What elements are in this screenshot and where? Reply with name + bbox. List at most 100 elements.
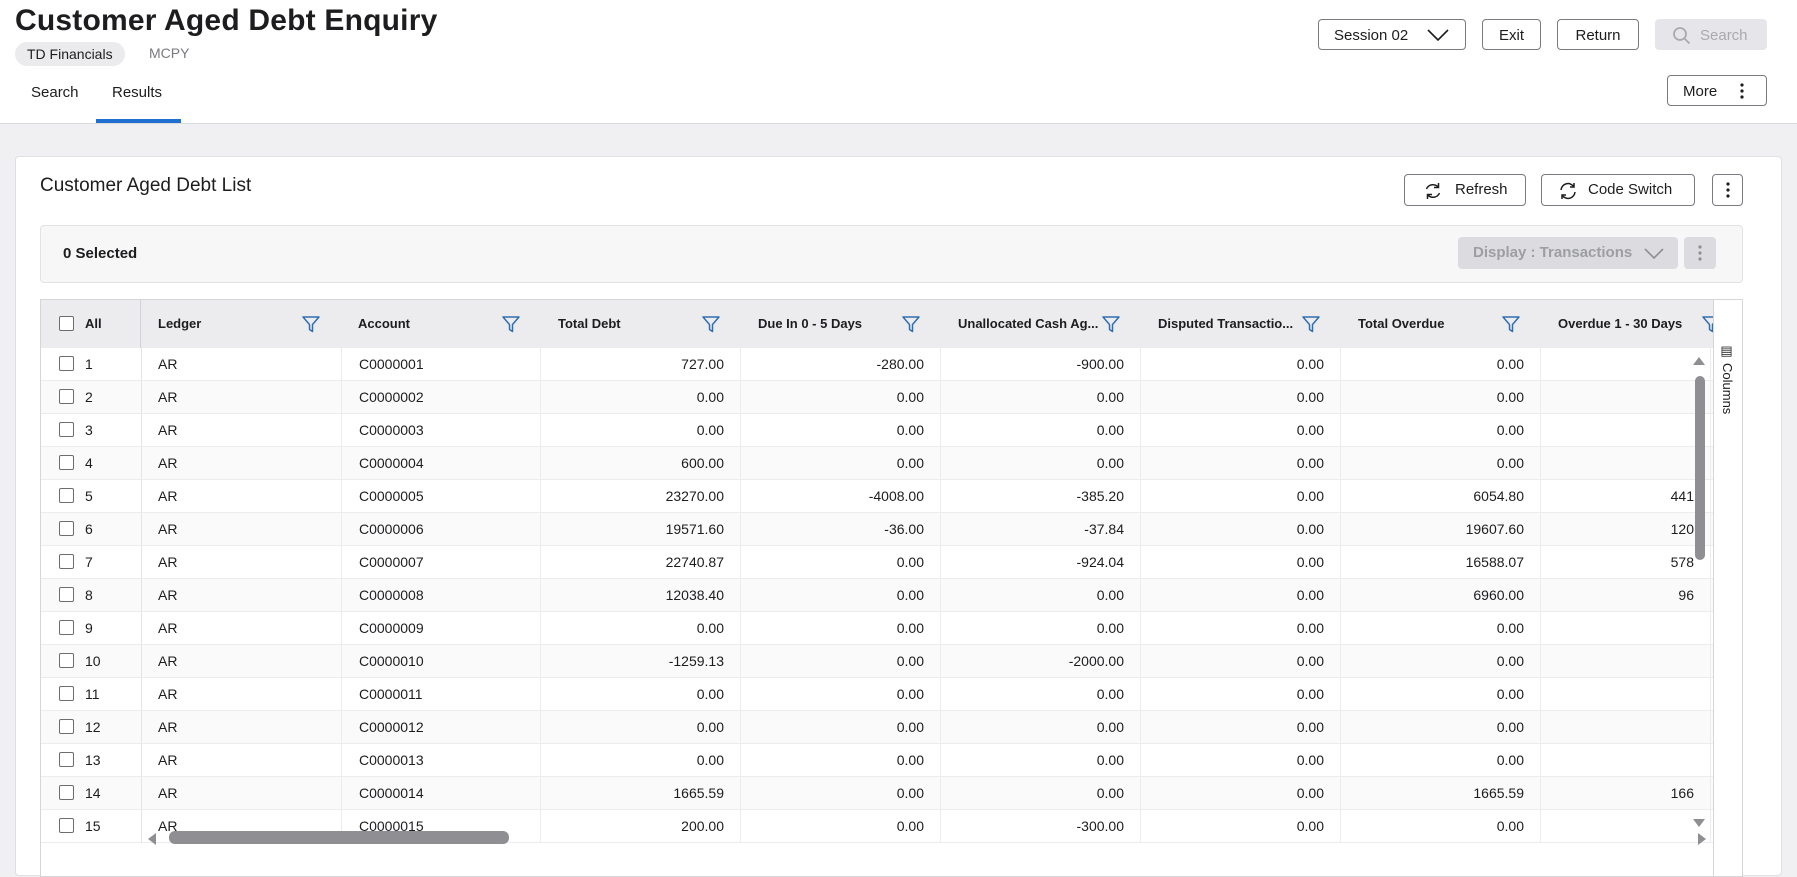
row-number: 10: [85, 653, 101, 669]
cell-total-overdue: 0.00: [1341, 711, 1541, 743]
col-header-ledger[interactable]: Ledger: [141, 300, 341, 348]
panel-options-button[interactable]: [1712, 174, 1743, 206]
row-checkbox[interactable]: [59, 422, 74, 437]
cell-total-overdue: 0.00: [1341, 447, 1541, 479]
code-switch-button[interactable]: Code Switch: [1541, 174, 1695, 206]
cell-account: C0000014: [341, 777, 541, 809]
row-divider: [141, 711, 142, 743]
cell-overdue-1-30: [1541, 711, 1711, 743]
cell-disputed: 0.00: [1141, 612, 1341, 644]
table-row[interactable]: 5 AR C0000005 23270.00 -4008.00 -385.20 0.00 60…: [41, 480, 1713, 513]
scroll-left-icon[interactable]: [147, 832, 157, 846]
cell-disputed: 0.00: [1141, 645, 1341, 677]
table-row[interactable]: 2 AR C0000002 0.00 0.00 0.00 0.00 0.00: [41, 381, 1713, 414]
row-checkbox[interactable]: [59, 488, 74, 503]
more-button[interactable]: More: [1667, 75, 1767, 106]
scroll-right-icon[interactable]: [1697, 832, 1707, 846]
exit-button[interactable]: Exit: [1482, 19, 1541, 50]
table-row[interactable]: 1 AR C0000001 727.00 -280.00 -900.00 0.00 0.00: [41, 348, 1713, 381]
row-number: 6: [85, 521, 93, 537]
selection-options-button[interactable]: [1684, 237, 1716, 269]
vertical-scrollbar-thumb[interactable]: [1695, 376, 1705, 560]
cell-disputed: 0.00: [1141, 711, 1341, 743]
row-checkbox[interactable]: [59, 554, 74, 569]
filter-icon[interactable]: [501, 314, 521, 334]
filter-icon[interactable]: [1501, 314, 1521, 334]
cell-total-overdue: 19607.60: [1341, 513, 1541, 545]
select-all-label: All: [85, 316, 102, 331]
table-row[interactable]: 9 AR C0000009 0.00 0.00 0.00 0.00 0.00: [41, 612, 1713, 645]
col-header-total-debt[interactable]: Total Debt: [541, 300, 741, 348]
row-checkbox[interactable]: [59, 686, 74, 701]
row-divider: [141, 612, 142, 644]
row-checkbox[interactable]: [59, 587, 74, 602]
session-select[interactable]: Session 02: [1318, 19, 1466, 50]
grid-header: All Ledger Account Total Debt Due In 0 -…: [41, 300, 1720, 349]
cell-account: C0000015: [341, 810, 541, 842]
row-checkbox[interactable]: [59, 620, 74, 635]
cell-ledger: AR: [158, 620, 178, 636]
row-number: 7: [85, 554, 93, 570]
search-button[interactable]: Search: [1655, 19, 1767, 50]
col-header-disputed[interactable]: Disputed Transactio...: [1141, 300, 1341, 348]
row-checkbox[interactable]: [59, 818, 74, 833]
tab-search[interactable]: Search: [31, 84, 79, 101]
row-checkbox[interactable]: [59, 719, 74, 734]
col-header-label: Total Overdue: [1358, 316, 1445, 331]
cell-total-debt: 12038.40: [541, 579, 741, 611]
horizontal-scrollbar-thumb[interactable]: [169, 831, 509, 844]
cell-disputed: 0.00: [1141, 414, 1341, 446]
cell-total-debt: -1259.13: [541, 645, 741, 677]
table-row[interactable]: 6 AR C0000006 19571.60 -36.00 -37.84 0.00 19607…: [41, 513, 1713, 546]
row-checkbox[interactable]: [59, 653, 74, 668]
refresh-button[interactable]: Refresh: [1404, 174, 1526, 206]
cell-disputed: 0.00: [1141, 447, 1341, 479]
row-checkbox[interactable]: [59, 389, 74, 404]
table-row[interactable]: 12 AR C0000012 0.00 0.00 0.00 0.00 0.00: [41, 711, 1713, 744]
side-tool-panel: ▤ Columns: [1713, 300, 1742, 876]
filter-icon[interactable]: [701, 314, 721, 334]
tab-results[interactable]: Results: [112, 84, 163, 101]
table-row[interactable]: 14 AR C0000014 1665.59 0.00 0.00 0.00 1665.59 16…: [41, 777, 1713, 810]
cell-disputed: 0.00: [1141, 579, 1341, 611]
col-header-account[interactable]: Account: [341, 300, 541, 348]
col-header-unallocated-cash[interactable]: Unallocated Cash Ag...: [941, 300, 1141, 348]
cell-overdue-1-30: [1541, 381, 1711, 413]
col-header-due-0-5[interactable]: Due In 0 - 5 Days: [741, 300, 941, 348]
company-chip[interactable]: TD Financials: [15, 42, 125, 66]
table-row[interactable]: 10 AR C0000010 -1259.13 0.00 -2000.00 0.00 0.00: [41, 645, 1713, 678]
cell-total-overdue: 1665.59: [1341, 777, 1541, 809]
row-checkbox[interactable]: [59, 785, 74, 800]
page-title: Customer Aged Debt Enquiry: [15, 4, 438, 37]
cell-ledger: AR: [158, 356, 178, 372]
filter-icon[interactable]: [1101, 314, 1121, 334]
table-row[interactable]: 15 AR C0000015 200.00 0.00 -300.00 0.00 0.00: [41, 810, 1713, 843]
col-header-overdue-1-30[interactable]: Overdue 1 - 30 Days: [1541, 300, 1741, 348]
row-number: 15: [85, 818, 101, 834]
cell-overdue-1-30: [1541, 678, 1711, 710]
select-all-checkbox[interactable]: [59, 316, 74, 331]
return-button[interactable]: Return: [1557, 19, 1639, 50]
cell-due-0-5: 0.00: [741, 645, 941, 677]
row-checkbox[interactable]: [59, 521, 74, 536]
table-row[interactable]: 11 AR C0000011 0.00 0.00 0.00 0.00 0.00: [41, 678, 1713, 711]
row-checkbox[interactable]: [59, 752, 74, 767]
filter-icon[interactable]: [1301, 314, 1321, 334]
table-row[interactable]: 3 AR C0000003 0.00 0.00 0.00 0.00 0.00: [41, 414, 1713, 447]
row-checkbox[interactable]: [59, 356, 74, 371]
columns-tool-button[interactable]: ▤ Columns: [1720, 344, 1735, 414]
table-row[interactable]: 8 AR C0000008 12038.40 0.00 0.00 0.00 6960.00 96: [41, 579, 1713, 612]
cell-unallocated-cash: -2000.00: [941, 645, 1141, 677]
row-checkbox[interactable]: [59, 455, 74, 470]
table-row[interactable]: 7 AR C0000007 22740.87 0.00 -924.04 0.00 16588.…: [41, 546, 1713, 579]
cell-due-0-5: -4008.00: [741, 480, 941, 512]
col-header-total-overdue[interactable]: Total Overdue: [1341, 300, 1541, 348]
scroll-down-icon[interactable]: [1692, 818, 1706, 828]
row-divider: [141, 579, 142, 611]
filter-icon[interactable]: [301, 314, 321, 334]
display-select[interactable]: Display : Transactions: [1458, 237, 1678, 269]
table-row[interactable]: 4 AR C0000004 600.00 0.00 0.00 0.00 0.00: [41, 447, 1713, 480]
table-row[interactable]: 13 AR C0000013 0.00 0.00 0.00 0.00 0.00: [41, 744, 1713, 777]
filter-icon[interactable]: [901, 314, 921, 334]
scroll-up-icon[interactable]: [1692, 356, 1706, 366]
